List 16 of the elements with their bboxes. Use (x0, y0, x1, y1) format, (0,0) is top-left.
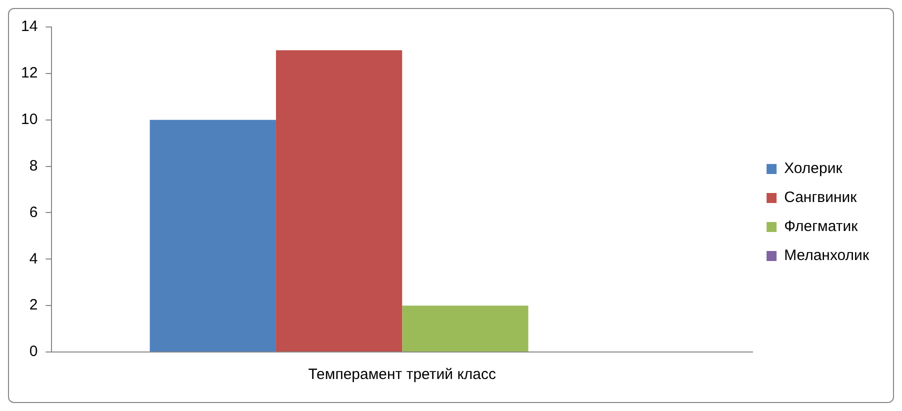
y-tick-label: 0 (29, 343, 38, 360)
x-tick-label: Темперамент третий класс (308, 366, 497, 384)
y-tick-label: 12 (20, 64, 38, 82)
y-tick-label: 10 (20, 111, 38, 128)
y-tick-label: 8 (29, 157, 38, 174)
legend-label: Холерик (784, 160, 843, 178)
y-tick-label: 4 (29, 250, 38, 268)
y-tick-label: 6 (29, 204, 38, 221)
bar (402, 306, 528, 352)
bar (150, 120, 276, 352)
bar (276, 50, 402, 352)
y-tick-label: 14 (20, 18, 38, 36)
legend-label: Флегматик (784, 218, 858, 236)
legend-label: Меланхолик (784, 247, 870, 264)
y-tick-label: 2 (29, 296, 38, 314)
legend-label: Сангвиник (784, 189, 858, 206)
